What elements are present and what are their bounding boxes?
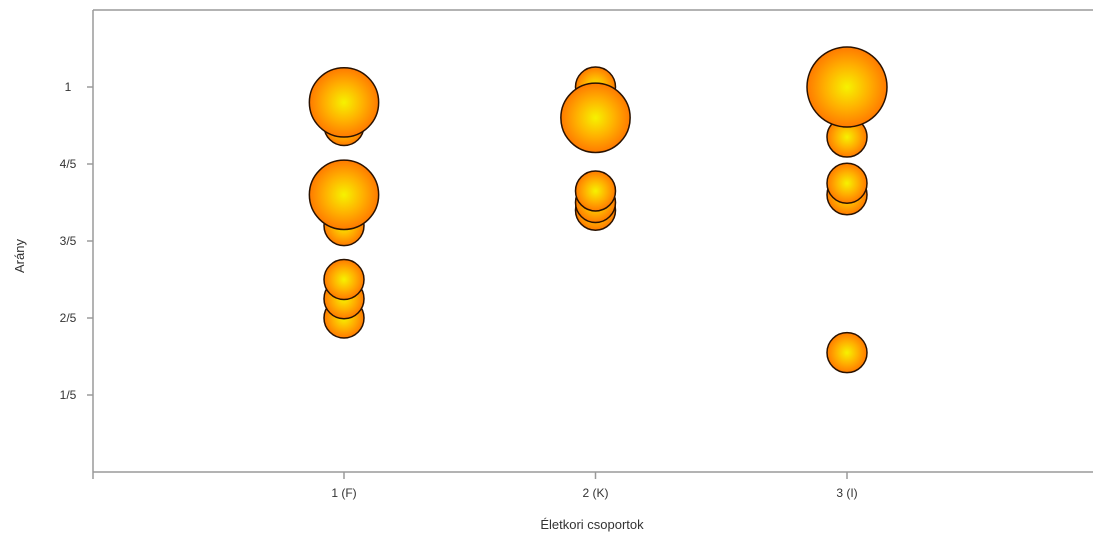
y-axis-title: Arány [12, 239, 27, 273]
bubbles-layer [308, 46, 888, 374]
bubble-point[interactable] [323, 258, 365, 301]
bubble-point[interactable] [826, 331, 868, 374]
bubble-point[interactable] [826, 162, 868, 204]
x-tick-label: 3 (I) [836, 486, 857, 500]
x-tick-label: 1 (F) [331, 486, 356, 500]
y-tick-label: 2/5 [60, 311, 77, 325]
bubble-point[interactable] [560, 82, 631, 154]
x-tick-label: 2 (K) [582, 486, 608, 500]
y-tick-label: 3/5 [60, 234, 77, 248]
y-tick-label: 4/5 [60, 157, 77, 171]
bubble-point[interactable] [308, 159, 380, 231]
y-tick-label: 1 [65, 80, 72, 94]
y-tick-label: 1/5 [60, 388, 77, 402]
bubble-point[interactable] [308, 67, 380, 138]
bubble-point[interactable] [574, 170, 617, 212]
y-axis-ticks: 1/5 2/5 3/5 4/5 1 [60, 80, 93, 402]
bubble-point[interactable] [806, 46, 888, 128]
x-axis-ticks: 1 (F) 2 (K) 3 (I) [331, 472, 858, 500]
x-axis-title: Életkori csoportok [540, 517, 644, 532]
